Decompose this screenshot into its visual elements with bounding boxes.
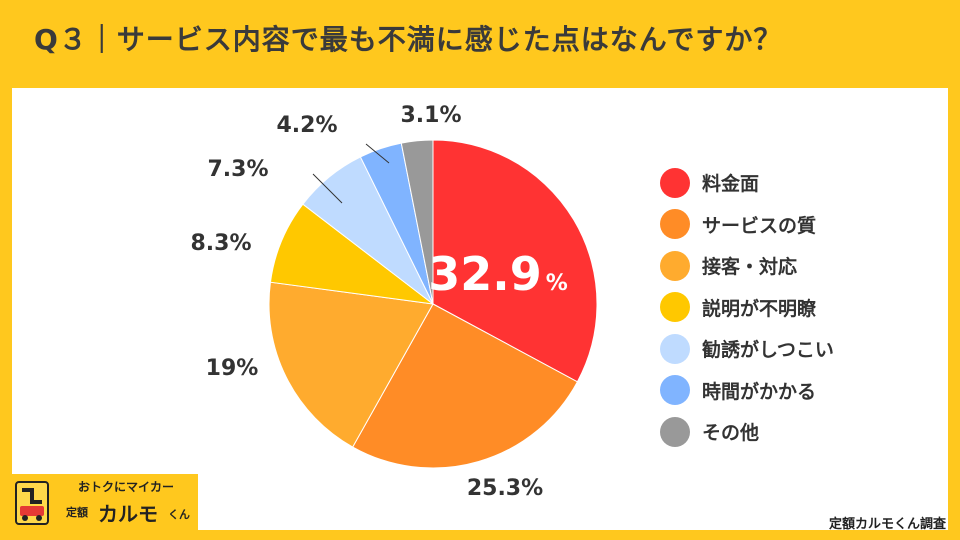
legend-swatch-1 [660, 167, 690, 198]
data-label-2: 25.3% [467, 476, 543, 501]
legend-swatch-4 [660, 292, 690, 323]
logo-brand: カルモ [98, 502, 158, 526]
legend-label-6: 時間がかかる [702, 380, 817, 403]
legend-label-2: サービスの質 [702, 214, 817, 237]
data-label-7: 3.1% [400, 103, 461, 128]
pie-slice-1 [432, 139, 598, 383]
data-label-1: 32.9% [428, 247, 568, 301]
legend-label-4: 説明が不明瞭 [702, 297, 817, 320]
data-label-3: 19% [206, 356, 259, 381]
pie-chart: 32.9 % 25.3% 19% 8.3% 7.3% 4.2% 3.1% [190, 103, 598, 501]
legend-swatch-7 [660, 416, 690, 447]
logo-tagline: おトクにマイカー [78, 480, 175, 494]
legend-item-3: 接客・対応 [660, 245, 834, 287]
logo-sub: 定額 [66, 506, 88, 519]
legend-item-5: 勧誘がしつこい [660, 328, 834, 370]
brand-logo: おトクにマイカー 定額 カルモ くん [8, 474, 198, 532]
legend-item-6: 時間がかかる [660, 370, 834, 412]
car-logo-icon [15, 481, 49, 525]
data-label-4: 8.3% [190, 231, 251, 256]
legend: 料金面サービスの質 接客・対応説明が不明瞭 勧誘がしつこい 時間がかかる その他 [660, 162, 834, 453]
legend-label-3: 接客・対応 [702, 256, 798, 279]
legend-label-1: 料金面 [702, 173, 760, 196]
chart-title: Q３｜サービス内容で最も不満に感じた点はなんですか？ [34, 23, 783, 56]
leader-line-4 [312, 173, 343, 204]
pie-slice-7 [400, 139, 434, 305]
legend-item-7: その他 [660, 411, 834, 453]
source-credit: 定額カルモくん調査 [828, 517, 946, 532]
legend-swatch-3 [660, 250, 690, 281]
data-label-6: 4.2% [276, 113, 337, 138]
pie-slice-3 [268, 281, 434, 448]
data-label-5: 7.3% [207, 157, 268, 182]
legend-item-4: 説明が不明瞭 [660, 287, 834, 329]
pie-slice-4 [269, 203, 435, 305]
legend-label-7: その他 [702, 422, 760, 445]
legend-item-1: 料金面 [660, 162, 834, 204]
logo-suffix: くん [168, 508, 190, 521]
legend-item-2: サービスの質 [660, 204, 834, 246]
chart-panel: 32.9% 25.3% 19% 8.3% 7.3% 4.2% 3.1% 料金面サービスの質接… [12, 88, 948, 530]
legend-label-5: 勧誘がしつこい [702, 339, 834, 362]
leader-line-5 [365, 143, 390, 164]
pie-slice-2 [352, 303, 579, 469]
legend-swatch-2 [660, 209, 690, 240]
legend-swatch-6 [660, 375, 690, 406]
legend-swatch-5 [660, 333, 690, 364]
